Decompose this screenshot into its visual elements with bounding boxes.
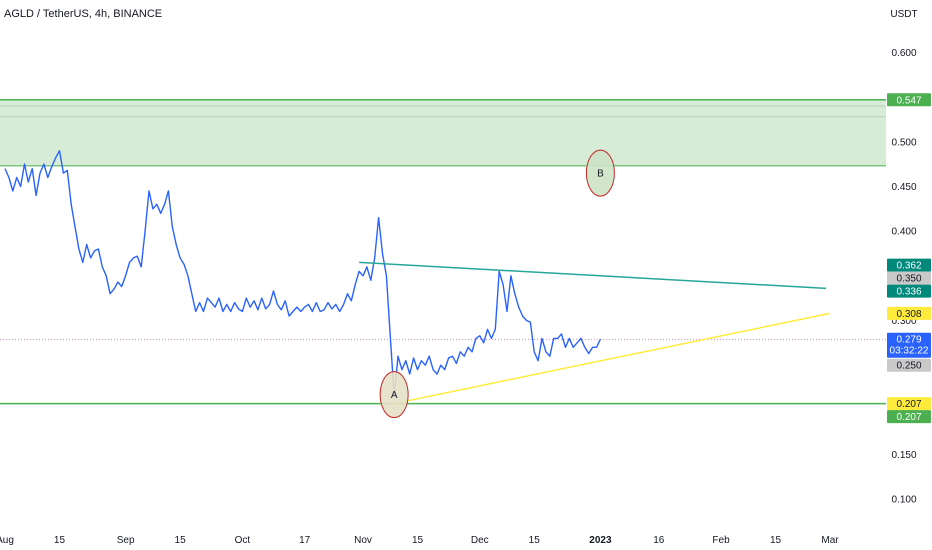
price-label-box — [887, 258, 931, 272]
price-label-box — [887, 397, 931, 411]
x-tick-label: 15 — [54, 535, 66, 546]
y-axis-currency: USDT — [890, 9, 917, 20]
y-tick-label: 0.450 — [891, 182, 916, 193]
price-label-text: 0.207 — [896, 412, 921, 423]
price-label: 0.207 — [887, 397, 931, 411]
price-series-line[interactable] — [4, 149, 602, 398]
annotation-circle-a[interactable] — [379, 371, 409, 419]
x-tick-label: 15 — [770, 535, 782, 546]
price-label-box — [887, 358, 931, 372]
x-tick-label: Dec — [471, 535, 489, 546]
price-label-text: 0.362 — [896, 261, 921, 272]
price-label-box — [887, 284, 931, 298]
x-tick-label: Feb — [712, 535, 730, 546]
y-tick-label: 0.500 — [891, 137, 916, 148]
price-label-box — [887, 271, 931, 285]
x-tick-label: 17 — [299, 535, 311, 546]
price-label: 0.362 — [887, 258, 931, 272]
y-tick-label: 0.300 — [891, 316, 916, 327]
x-tick-label: Mar — [821, 535, 839, 546]
symbol-title: AGLD / TetherUS, 4h, BINANCE — [4, 8, 163, 20]
x-tick-label: 15 — [175, 535, 187, 546]
x-tick-label: Aug — [0, 535, 14, 546]
x-tick-label: Oct — [235, 535, 251, 546]
price-label-box — [887, 332, 931, 358]
price-label: 0.336 — [887, 284, 931, 298]
resistance-zone[interactable] — [0, 99, 886, 166]
resistance-trendline[interactable] — [359, 261, 827, 290]
y-tick-label: 0.600 — [891, 48, 916, 59]
price-label-countdown: 03:32:22 — [890, 346, 929, 357]
x-tick-label: 15 — [412, 535, 424, 546]
x-tick-label: 15 — [529, 535, 541, 546]
price-label: 0.250 — [887, 358, 931, 372]
price-label-text: 0.279 — [896, 335, 921, 346]
price-label-text: 0.547 — [896, 95, 921, 106]
price-label: 0.350 — [887, 271, 931, 285]
price-label: 0.207 — [887, 410, 931, 424]
price-label-text: 0.207 — [896, 399, 921, 410]
x-tick-label: Nov — [354, 535, 372, 546]
annotation-label-b: B — [597, 169, 604, 180]
y-tick-label: 0.100 — [891, 495, 916, 506]
x-tick-label: 16 — [653, 535, 665, 546]
price-label-text: 0.250 — [896, 361, 921, 372]
annotation-label-a: A — [391, 390, 398, 401]
price-label: 0.308 — [887, 306, 931, 320]
price-label-box — [887, 306, 931, 320]
price-label-box — [887, 410, 931, 424]
x-axis-panel[interactable] — [0, 530, 932, 550]
price-label-text: 0.336 — [896, 287, 921, 298]
price-label: 0.547 — [887, 93, 931, 107]
price-label-text: 0.308 — [896, 309, 921, 320]
y-tick-label: 0.400 — [891, 227, 916, 238]
y-tick-label: 0.150 — [891, 450, 916, 461]
annotation-circle-b[interactable] — [585, 149, 615, 197]
price-label-box — [887, 93, 931, 107]
x-tick-label: 2023 — [589, 535, 612, 546]
x-tick-label: Sep — [117, 535, 135, 546]
support-trendline[interactable] — [393, 312, 831, 405]
price-label-text: 0.350 — [896, 274, 921, 285]
